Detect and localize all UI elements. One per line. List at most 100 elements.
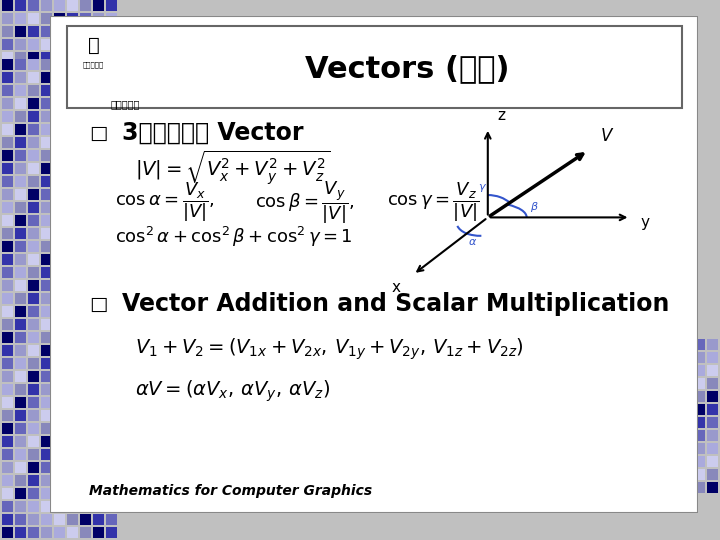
- Bar: [15, 436, 26, 447]
- Bar: [41, 475, 52, 486]
- Bar: [41, 501, 52, 512]
- Bar: [15, 59, 26, 70]
- Bar: [28, 241, 39, 252]
- Bar: [41, 202, 52, 213]
- Bar: [41, 319, 52, 330]
- Bar: [694, 339, 705, 350]
- Bar: [15, 13, 26, 24]
- Bar: [41, 293, 52, 304]
- Bar: [15, 241, 26, 252]
- Bar: [28, 410, 39, 421]
- Bar: [28, 215, 39, 226]
- Bar: [2, 384, 13, 395]
- Text: $\gamma$: $\gamma$: [478, 182, 487, 194]
- Bar: [28, 397, 39, 408]
- Bar: [28, 85, 39, 96]
- Bar: [28, 98, 39, 109]
- Bar: [80, 13, 91, 24]
- Bar: [28, 202, 39, 213]
- Bar: [41, 59, 52, 70]
- Bar: [41, 26, 52, 37]
- Bar: [2, 124, 13, 135]
- Bar: [15, 488, 26, 499]
- Bar: [28, 254, 39, 265]
- Bar: [106, 514, 117, 525]
- Bar: [2, 163, 13, 174]
- Text: $V_1 + V_2 = (V_{1x}+V_{2x},\, V_{1y}+V_{2y},\, V_{1z}+V_{2z})$: $V_1 + V_2 = (V_{1x}+V_{2x},\, V_{1y}+V_…: [135, 336, 523, 362]
- Bar: [28, 26, 39, 37]
- Bar: [28, 124, 39, 135]
- Bar: [707, 482, 718, 493]
- Text: □: □: [89, 124, 108, 143]
- Bar: [694, 404, 705, 415]
- Bar: [668, 352, 679, 363]
- Bar: [41, 410, 52, 421]
- Bar: [2, 449, 13, 460]
- Bar: [41, 462, 52, 473]
- Bar: [2, 189, 13, 200]
- Bar: [41, 267, 52, 278]
- Bar: [15, 423, 26, 434]
- Bar: [707, 430, 718, 441]
- Bar: [41, 449, 52, 460]
- Bar: [41, 306, 52, 317]
- Bar: [41, 488, 52, 499]
- Bar: [41, 501, 52, 512]
- Bar: [67, 501, 78, 512]
- Bar: [2, 26, 13, 37]
- Bar: [41, 527, 52, 538]
- Bar: [2, 241, 13, 252]
- Bar: [93, 52, 104, 63]
- Bar: [2, 332, 13, 343]
- Bar: [28, 306, 39, 317]
- Bar: [694, 378, 705, 389]
- Bar: [93, 0, 104, 11]
- Bar: [2, 436, 13, 447]
- Bar: [41, 228, 52, 239]
- Bar: [2, 0, 13, 11]
- Bar: [694, 482, 705, 493]
- Bar: [2, 176, 13, 187]
- Bar: [67, 527, 78, 538]
- Text: V: V: [601, 127, 613, 145]
- Text: $\cos\alpha = \dfrac{V_x}{|V|},$: $\cos\alpha = \dfrac{V_x}{|V|},$: [115, 181, 215, 224]
- Bar: [106, 39, 117, 50]
- Bar: [15, 98, 26, 109]
- Bar: [2, 397, 13, 408]
- Bar: [28, 39, 39, 50]
- Bar: [2, 306, 13, 317]
- Text: 🦁: 🦁: [88, 36, 99, 55]
- Bar: [707, 391, 718, 402]
- Bar: [28, 163, 39, 174]
- Bar: [694, 352, 705, 363]
- Text: $\cos^2\alpha + \cos^2\beta + \cos^2\gamma = 1$: $\cos^2\alpha + \cos^2\beta + \cos^2\gam…: [115, 225, 353, 249]
- Bar: [15, 111, 26, 122]
- Bar: [28, 150, 39, 161]
- Bar: [15, 202, 26, 213]
- Bar: [668, 391, 679, 402]
- Bar: [2, 527, 13, 538]
- Bar: [67, 0, 78, 11]
- Text: z: z: [498, 108, 505, 123]
- Bar: [2, 423, 13, 434]
- Bar: [41, 13, 52, 24]
- Bar: [2, 52, 13, 63]
- Bar: [80, 52, 91, 63]
- Bar: [54, 52, 65, 63]
- Bar: [15, 215, 26, 226]
- Bar: [41, 215, 52, 226]
- Bar: [41, 0, 52, 11]
- Bar: [15, 189, 26, 200]
- Bar: [15, 332, 26, 343]
- Bar: [668, 417, 679, 428]
- Bar: [15, 358, 26, 369]
- Bar: [668, 469, 679, 480]
- Bar: [694, 456, 705, 467]
- Bar: [15, 72, 26, 83]
- Bar: [28, 384, 39, 395]
- Bar: [41, 52, 52, 63]
- Bar: [28, 189, 39, 200]
- Bar: [2, 215, 13, 226]
- Bar: [28, 436, 39, 447]
- Bar: [681, 456, 692, 467]
